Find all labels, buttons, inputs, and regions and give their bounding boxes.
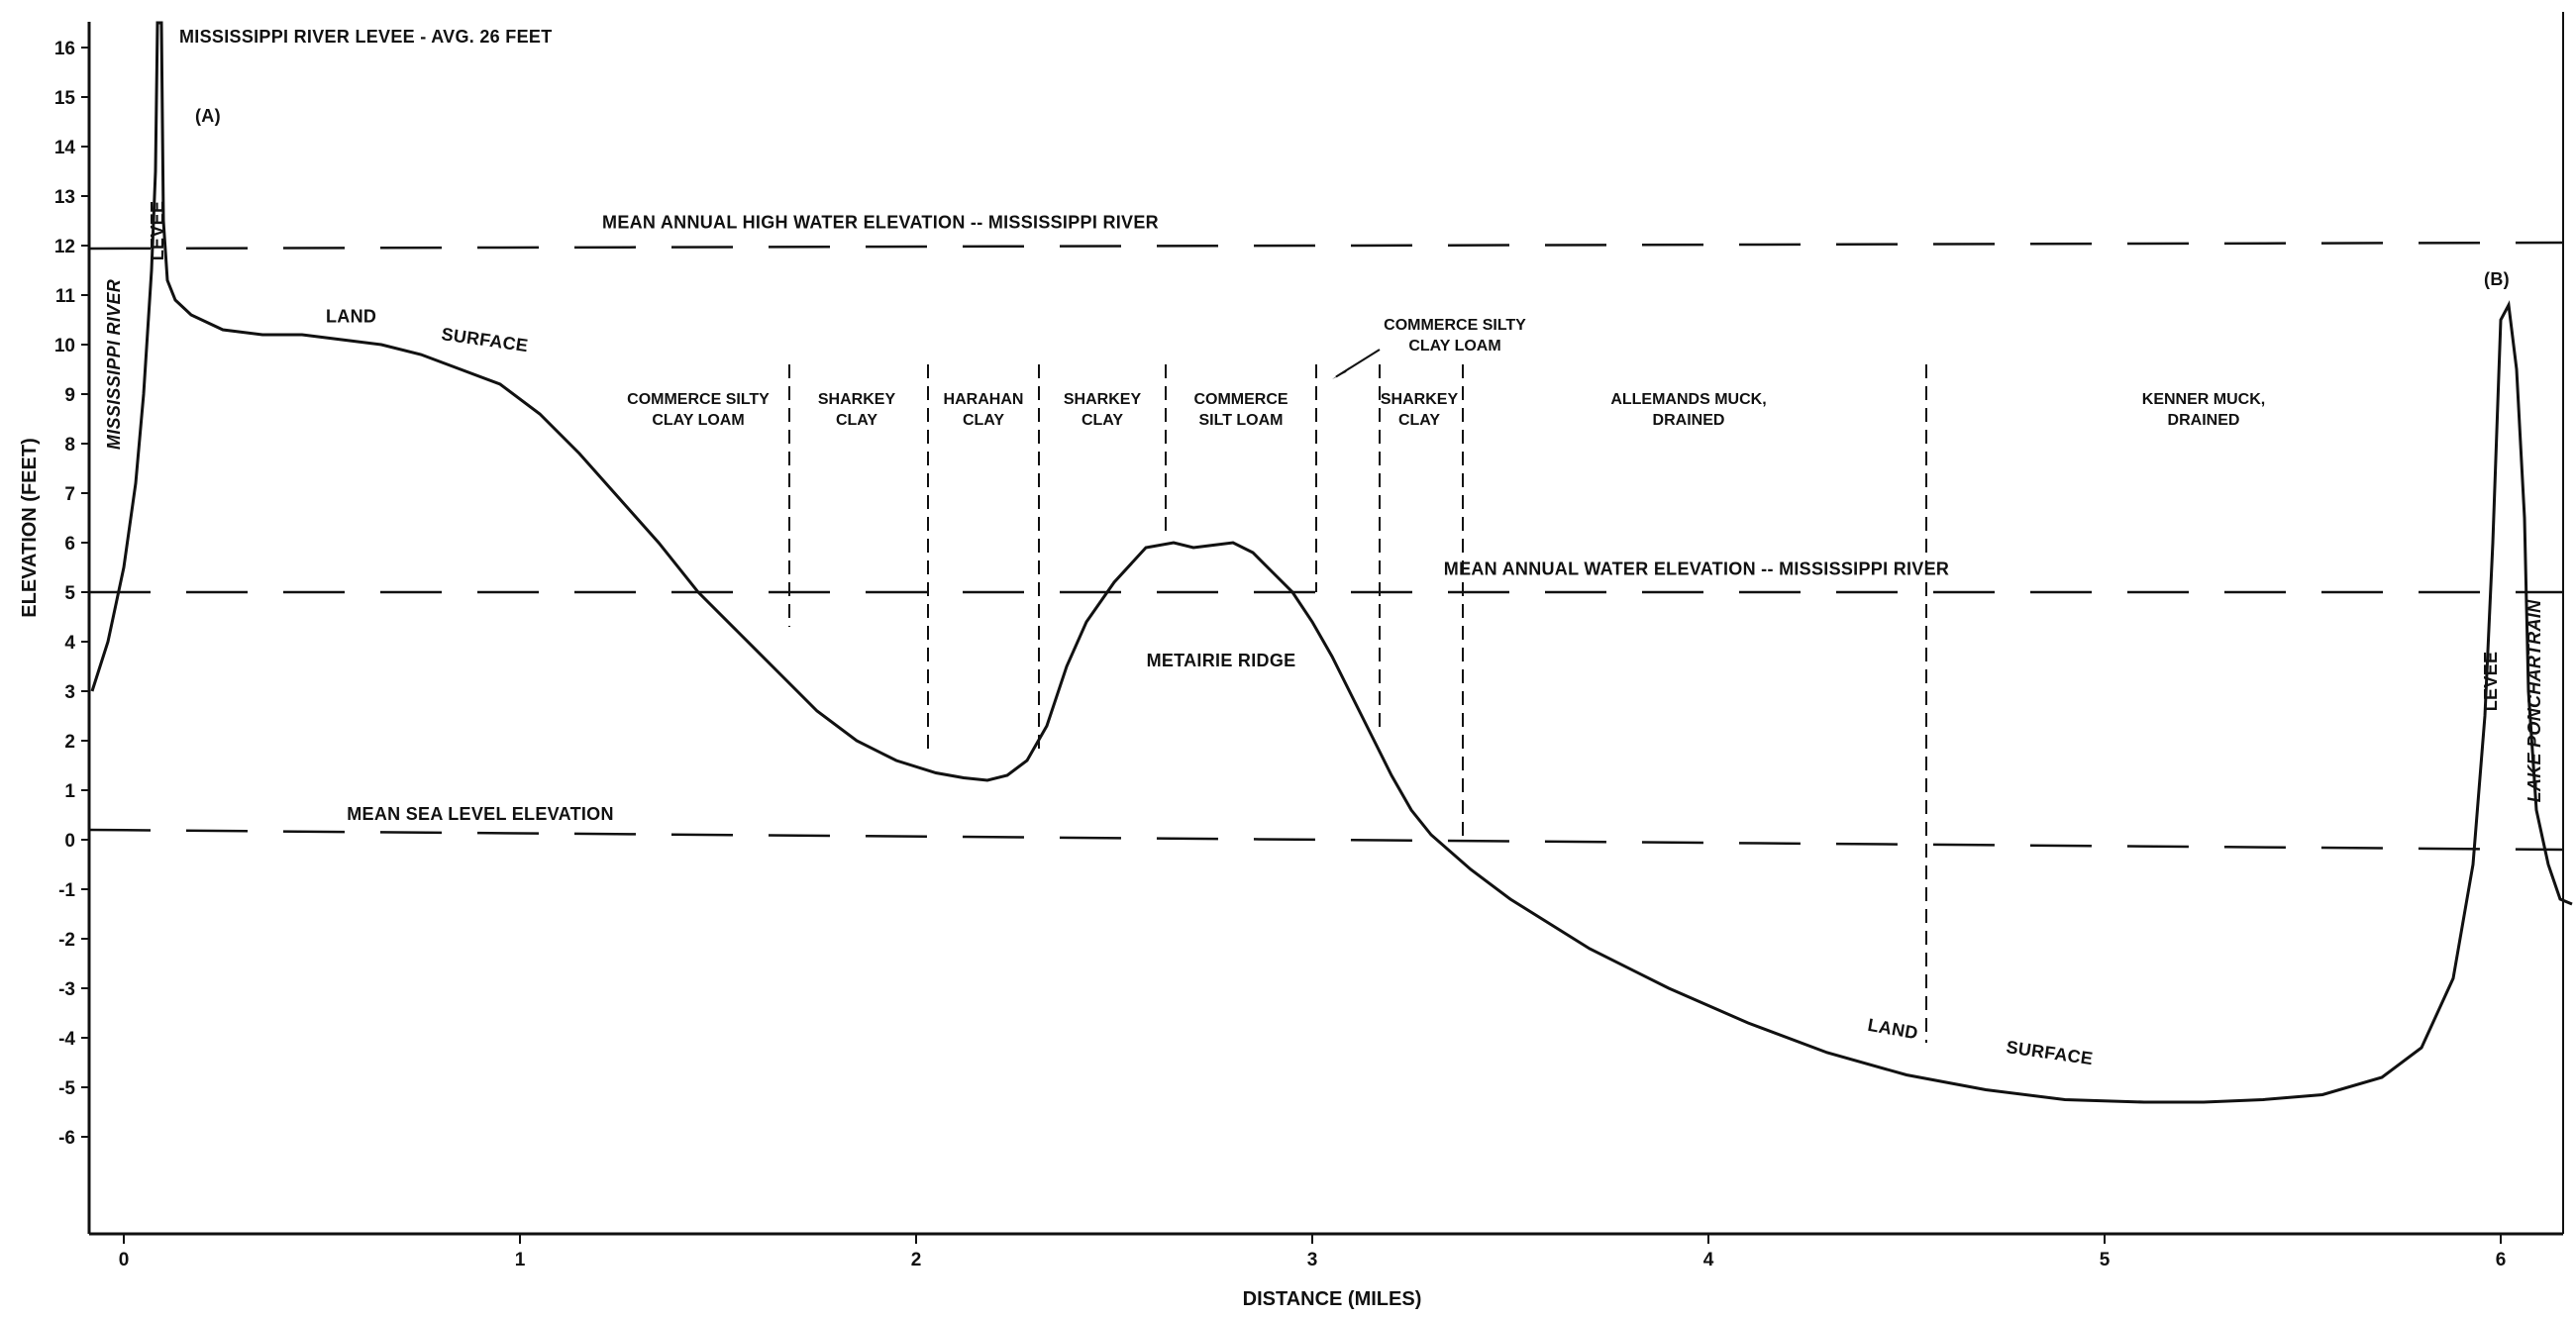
x-tick-label: 3 <box>1307 1250 1318 1270</box>
y-tick-label: 11 <box>55 286 76 307</box>
soil-zone-label: SHARKEY <box>1381 391 1459 408</box>
annotation-label: (A) <box>195 106 221 126</box>
soil-zone-label: CLAY <box>836 412 877 429</box>
y-tick-label: 4 <box>64 633 75 654</box>
y-tick-label: 8 <box>64 435 75 456</box>
soil-zone-label: COMMERCE SILTY <box>1384 317 1526 334</box>
x-tick-label: 4 <box>1703 1250 1714 1270</box>
soil-zone-label: KENNER MUCK, <box>2142 391 2265 408</box>
y-tick-label: 16 <box>54 39 75 59</box>
annotation-label: LEVEE <box>2481 652 2501 712</box>
reference-line-label: MEAN ANNUAL WATER ELEVATION -- MISSISSIP… <box>1444 559 1949 579</box>
annotation-label: LAKE PONCHARTRAIN <box>2524 599 2544 802</box>
y-tick-label: 3 <box>64 682 75 703</box>
y-tick-label: -2 <box>58 930 75 951</box>
soil-zone-label: COMMERCE <box>1193 391 1288 408</box>
x-tick-label: 2 <box>911 1250 922 1270</box>
annotation-label: LEVEE <box>148 201 167 261</box>
soil-zone-label: CLAY LOAM <box>652 412 744 429</box>
y-tick-label: 9 <box>64 385 75 406</box>
y-tick-label: 10 <box>54 336 75 356</box>
soil-zone-label: CLAY <box>1082 412 1123 429</box>
annotation-label: LAND <box>326 307 376 327</box>
soil-zone-label: DRAINED <box>1653 412 1725 429</box>
x-tick-label: 1 <box>515 1250 526 1270</box>
soil-zone-label: SILT LOAM <box>1198 412 1283 429</box>
x-axis-label: DISTANCE (MILES) <box>1243 1288 1422 1310</box>
y-tick-label: -4 <box>58 1029 75 1050</box>
annotation-label: METAIRIE RIDGE <box>1147 651 1296 670</box>
annotation-label: (B) <box>2484 269 2510 289</box>
x-tick-label: 0 <box>119 1250 130 1270</box>
soil-zone-label: ALLEMANDS MUCK, <box>1610 391 1766 408</box>
y-tick-label: 12 <box>54 237 75 257</box>
reference-line-label: MEAN SEA LEVEL ELEVATION <box>347 804 614 824</box>
y-tick-label: 13 <box>54 187 75 208</box>
pointer-arrow-head <box>1332 366 1350 379</box>
annotation-label: MISSISSIPPI RIVER LEVEE - AVG. 26 FEET <box>179 27 553 47</box>
y-tick-label: 2 <box>64 732 75 753</box>
x-tick-label: 6 <box>2496 1250 2507 1270</box>
reference-line-label: MEAN ANNUAL HIGH WATER ELEVATION -- MISS… <box>602 213 1159 233</box>
soil-boundaries <box>788 364 1927 1043</box>
y-tick-label: -3 <box>58 979 75 1000</box>
soil-zone-label: CLAY <box>963 412 1004 429</box>
soil-zone-label: SHARKEY <box>818 391 896 408</box>
y-tick-label: -5 <box>58 1078 75 1099</box>
chart-annotations: MEAN ANNUAL HIGH WATER ELEVATION -- MISS… <box>104 27 2544 1068</box>
annotation-label: SURFACE <box>440 324 529 355</box>
y-tick-label: -1 <box>58 880 75 901</box>
y-axis-label: ELEVATION (FEET) <box>19 438 41 617</box>
soil-zone-label: HARAHAN <box>944 391 1024 408</box>
soil-zone-label: CLAY LOAM <box>1408 338 1500 355</box>
y-tick-label: 7 <box>64 484 75 505</box>
land-surface-profile <box>90 21 2573 1104</box>
y-tick-label: 6 <box>64 534 75 555</box>
y-tick-label: 14 <box>54 138 76 158</box>
y-tick-label: 5 <box>64 583 75 604</box>
soil-zone-label: CLAY <box>1398 412 1440 429</box>
soil-zone-label: SHARKEY <box>1064 391 1142 408</box>
annotation-label: SURFACE <box>2005 1037 2094 1068</box>
reference-line <box>88 241 2564 251</box>
soil-zone-label: DRAINED <box>2168 412 2240 429</box>
y-tick-label: 0 <box>64 831 75 852</box>
reference-line <box>88 828 2564 852</box>
y-tick-label: -6 <box>58 1128 75 1149</box>
y-tick-label: 1 <box>64 781 75 802</box>
reference-lines <box>88 241 2564 852</box>
x-tick-label: 5 <box>2100 1250 2111 1270</box>
soil-zone-label: COMMERCE SILTY <box>627 391 770 408</box>
y-tick-label: 15 <box>54 88 76 109</box>
annotation-label: LAND <box>1866 1015 1919 1044</box>
annotation-label: MISSISSIPPI RIVER <box>104 279 124 450</box>
